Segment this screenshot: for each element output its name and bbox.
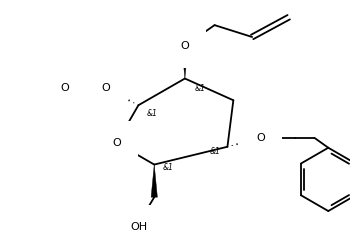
Polygon shape [151, 164, 157, 197]
Text: O: O [61, 84, 69, 94]
Text: O: O [112, 138, 121, 148]
Text: &1: &1 [210, 147, 220, 156]
Text: O: O [101, 84, 110, 94]
Text: OH: OH [131, 222, 148, 232]
Text: &1: &1 [195, 84, 206, 93]
Text: &1: &1 [146, 109, 157, 118]
Text: O: O [181, 41, 189, 51]
Text: &1: &1 [162, 163, 173, 172]
Text: O: O [257, 133, 265, 143]
Polygon shape [182, 46, 188, 78]
